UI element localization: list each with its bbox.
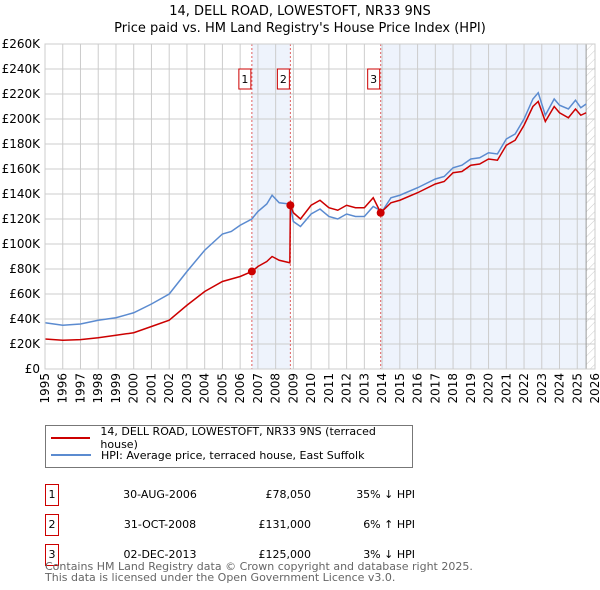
x-tick-label: 2018 bbox=[446, 373, 460, 404]
sale-number: 3 bbox=[45, 544, 59, 566]
x-tick-label: 2025 bbox=[570, 373, 584, 404]
sale-date: 02-DEC-2013 bbox=[123, 548, 197, 561]
x-tick-label: 2016 bbox=[411, 373, 425, 404]
sale-marker-label: 1 bbox=[241, 73, 248, 86]
y-tick-label: £40K bbox=[9, 312, 41, 326]
x-tick-label: 1995 bbox=[38, 373, 52, 404]
sale-row: 2 31-OCT-2008 £131,000 6% ↑ HPI bbox=[45, 514, 445, 536]
x-tick-label: 2001 bbox=[144, 373, 158, 404]
sale-hpi-diff: 35% ↓ HPI bbox=[356, 488, 415, 501]
red-line-swatch bbox=[51, 437, 91, 439]
sale-marker-box bbox=[276, 68, 290, 90]
sale-row: 1 30-AUG-2006 £78,050 35% ↓ HPI bbox=[45, 484, 445, 506]
x-tick-label: 2007 bbox=[251, 373, 265, 404]
sale-price: £131,000 bbox=[258, 518, 312, 531]
x-tick-label: 2017 bbox=[428, 373, 442, 404]
x-tick-label: 2015 bbox=[393, 373, 407, 404]
sale-point bbox=[376, 208, 385, 217]
hpi-line bbox=[44, 91, 587, 327]
sale-hpi-diff: 3% ↓ HPI bbox=[363, 548, 415, 561]
x-tick-label: 2003 bbox=[180, 373, 194, 404]
x-tick-label: 2022 bbox=[517, 373, 531, 404]
x-tick-label: 2023 bbox=[535, 373, 549, 404]
x-tick-label: 2019 bbox=[464, 373, 478, 404]
legend-label: HPI: Average price, terraced house, East… bbox=[101, 448, 365, 462]
footer-line-1: Contains HM Land Registry data © Crown c… bbox=[45, 560, 473, 573]
x-tick-label: 2002 bbox=[162, 373, 176, 404]
x-tick-label: 2006 bbox=[233, 373, 247, 404]
x-tick-label: 2021 bbox=[499, 373, 513, 404]
x-tick-label: 2013 bbox=[357, 373, 371, 404]
y-tick-label: £180K bbox=[2, 137, 42, 151]
plot-frame bbox=[44, 43, 596, 370]
chart-title: 14, DELL ROAD, LOWESTOFT, NR33 9NS bbox=[169, 4, 431, 19]
sale-row: 3 02-DEC-2013 £125,000 3% ↓ HPI bbox=[45, 544, 445, 566]
x-tick-label: 2026 bbox=[588, 373, 600, 404]
sale-number: 2 bbox=[45, 514, 59, 536]
x-tick-label: 1997 bbox=[73, 373, 87, 404]
sale-number: 1 bbox=[45, 484, 59, 506]
sale-marker-label: 3 bbox=[370, 73, 377, 86]
x-tick-label: 2004 bbox=[198, 373, 212, 404]
x-tick-label: 2000 bbox=[127, 373, 141, 404]
x-tick-label: 1999 bbox=[109, 373, 123, 404]
x-tick-label: 2012 bbox=[340, 373, 354, 404]
y-tick-label: £240K bbox=[2, 62, 42, 76]
y-tick-label: £220K bbox=[2, 87, 42, 101]
x-tick-label: 2014 bbox=[375, 373, 389, 404]
sale-date: 31-OCT-2008 bbox=[123, 518, 197, 531]
property-price-line bbox=[44, 100, 587, 342]
sale-marker-box bbox=[367, 68, 381, 90]
sale-point bbox=[247, 267, 256, 276]
y-tick-label: £100K bbox=[2, 237, 42, 251]
sale-marker-label: 2 bbox=[280, 73, 287, 86]
sale-point bbox=[286, 201, 295, 210]
sale-marker-box bbox=[238, 68, 252, 90]
x-tick-label: 2005 bbox=[215, 373, 229, 404]
x-tick-label: 2008 bbox=[269, 373, 283, 404]
x-tick-label: 1996 bbox=[56, 373, 70, 404]
legend-label: 14, DELL ROAD, LOWESTOFT, NR33 9NS (terr… bbox=[100, 425, 376, 451]
sale-price: £125,000 bbox=[258, 548, 312, 561]
x-tick-label: 2010 bbox=[304, 373, 318, 404]
y-tick-label: £0 bbox=[25, 362, 40, 376]
legend: 14, DELL ROAD, LOWESTOFT, NR33 9NS (terr… bbox=[45, 425, 413, 468]
x-tick-label: 2020 bbox=[482, 373, 496, 404]
legend-item-hpi: HPI: Average price, terraced house, East… bbox=[51, 447, 364, 463]
y-tick-label: £200K bbox=[2, 112, 42, 126]
y-tick-label: £20K bbox=[9, 337, 41, 351]
projection-hatch bbox=[586, 44, 595, 369]
footer-line-2: This data is licensed under the Open Gov… bbox=[45, 571, 396, 584]
x-tick-label: 2024 bbox=[553, 373, 567, 404]
y-tick-label: £260K bbox=[2, 37, 42, 51]
shaded-range bbox=[380, 44, 587, 369]
y-tick-label: £80K bbox=[9, 262, 41, 276]
x-tick-label: 2011 bbox=[322, 373, 336, 404]
x-tick-label: 2009 bbox=[286, 373, 300, 404]
chart-subtitle: Price paid vs. HM Land Registry's House … bbox=[114, 21, 486, 36]
legend-item-property: 14, DELL ROAD, LOWESTOFT, NR33 9NS (terr… bbox=[51, 425, 412, 451]
y-tick-label: £140K bbox=[2, 187, 42, 201]
sale-price: £78,050 bbox=[265, 488, 312, 501]
y-tick-label: £60K bbox=[9, 287, 41, 301]
sale-hpi-diff: 6% ↑ HPI bbox=[363, 518, 415, 531]
y-tick-label: £120K bbox=[2, 212, 42, 226]
x-tick-label: 1998 bbox=[91, 373, 105, 404]
blue-line-swatch bbox=[51, 454, 91, 456]
sale-date: 30-AUG-2006 bbox=[123, 488, 197, 501]
y-tick-label: £160K bbox=[2, 162, 42, 176]
price-chart: £0 £20K £40K £60K £80K £100K £120K £140K £160K £1… bbox=[2, 37, 600, 404]
